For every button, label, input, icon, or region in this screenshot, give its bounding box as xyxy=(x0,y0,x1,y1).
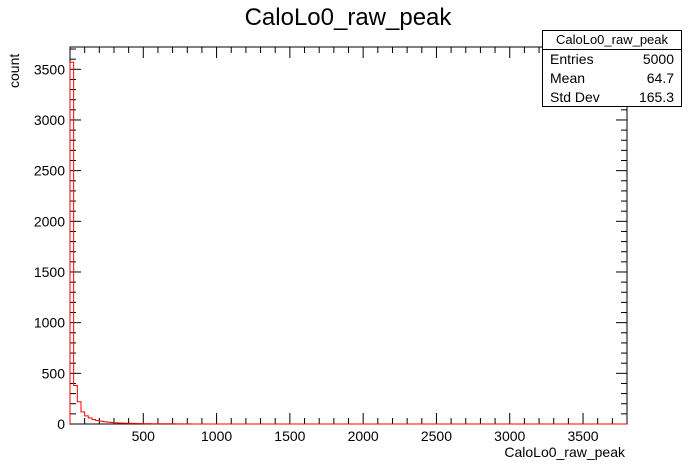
x-tick-label: 2000 xyxy=(348,428,379,444)
stats-row-entries: Entries 5000 xyxy=(543,50,681,69)
histogram-outline xyxy=(69,61,627,425)
stats-label: Std Dev xyxy=(550,89,600,105)
y-tick-label: 2500 xyxy=(34,163,65,179)
stats-label: Entries xyxy=(550,51,594,67)
x-axis-label: CaloLo0_raw_peak xyxy=(504,444,625,460)
y-tick-label: 2000 xyxy=(34,213,65,229)
histogram-bin xyxy=(92,419,96,424)
histogram-bin xyxy=(96,420,100,424)
stats-value: 5000 xyxy=(642,51,674,67)
stats-row-std-dev: Std Dev 165.3 xyxy=(543,88,681,107)
histogram-bin xyxy=(70,62,74,424)
chart-title: CaloLo0_raw_peak xyxy=(244,4,452,31)
y-tick-label: 1000 xyxy=(34,315,65,331)
histogram-bin xyxy=(77,402,81,424)
histogram-bin xyxy=(81,412,85,424)
y-tick-label: 3500 xyxy=(34,61,65,77)
x-tick-label: 3500 xyxy=(567,428,598,444)
y-axis-label: count xyxy=(6,53,22,88)
y-tick-label: 500 xyxy=(42,365,66,381)
stats-title: CaloLo0_raw_peak xyxy=(543,31,681,50)
x-tick-label: 2500 xyxy=(421,428,452,444)
y-tick-label: 0 xyxy=(57,416,65,432)
stats-value: 165.3 xyxy=(638,89,674,105)
x-tick-label: 3000 xyxy=(494,428,525,444)
stats-row-mean: Mean 64.7 xyxy=(543,69,681,88)
x-tick-label: 1500 xyxy=(274,428,305,444)
tick-labels: 500 1000 1500 2000 2500 3000 3500 0 500 1000 1500 2… xyxy=(34,61,599,444)
stats-value: 64.7 xyxy=(646,70,674,86)
y-tick-label: 3000 xyxy=(34,112,65,128)
x-tick-label: 500 xyxy=(132,428,156,444)
stats-label: Mean xyxy=(550,70,586,86)
histogram-bin xyxy=(74,385,78,424)
x-tick-label: 1000 xyxy=(201,428,232,444)
histogram-bin xyxy=(88,418,92,424)
histogram-bins xyxy=(70,62,191,424)
stats-box: CaloLo0_raw_peak Entries 5000 Mean 64.7 … xyxy=(542,30,682,107)
histogram-bin xyxy=(85,416,89,424)
y-tick-label: 1500 xyxy=(34,264,65,280)
